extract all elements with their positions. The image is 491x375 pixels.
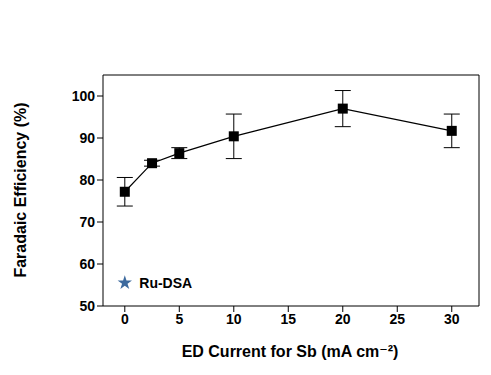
svg-text:100: 100	[72, 88, 96, 104]
svg-text:90: 90	[79, 130, 95, 146]
svg-text:5: 5	[175, 311, 183, 327]
svg-text:50: 50	[79, 298, 95, 314]
svg-text:30: 30	[444, 311, 460, 327]
svg-text:20: 20	[335, 311, 351, 327]
svg-text:10: 10	[226, 311, 242, 327]
svg-text:25: 25	[389, 311, 405, 327]
svg-text:80: 80	[79, 172, 95, 188]
svg-text:0: 0	[121, 311, 129, 327]
svg-text:Faradaic Efficiency (%): Faradaic Efficiency (%)	[12, 102, 29, 277]
svg-text:70: 70	[79, 214, 95, 230]
svg-text:ED Current for Sb (mA cm⁻²): ED Current for Sb (mA cm⁻²)	[182, 343, 399, 360]
svg-text:60: 60	[79, 256, 95, 272]
svg-text:Ru-DSA: Ru-DSA	[139, 275, 192, 291]
svg-text:15: 15	[280, 311, 296, 327]
